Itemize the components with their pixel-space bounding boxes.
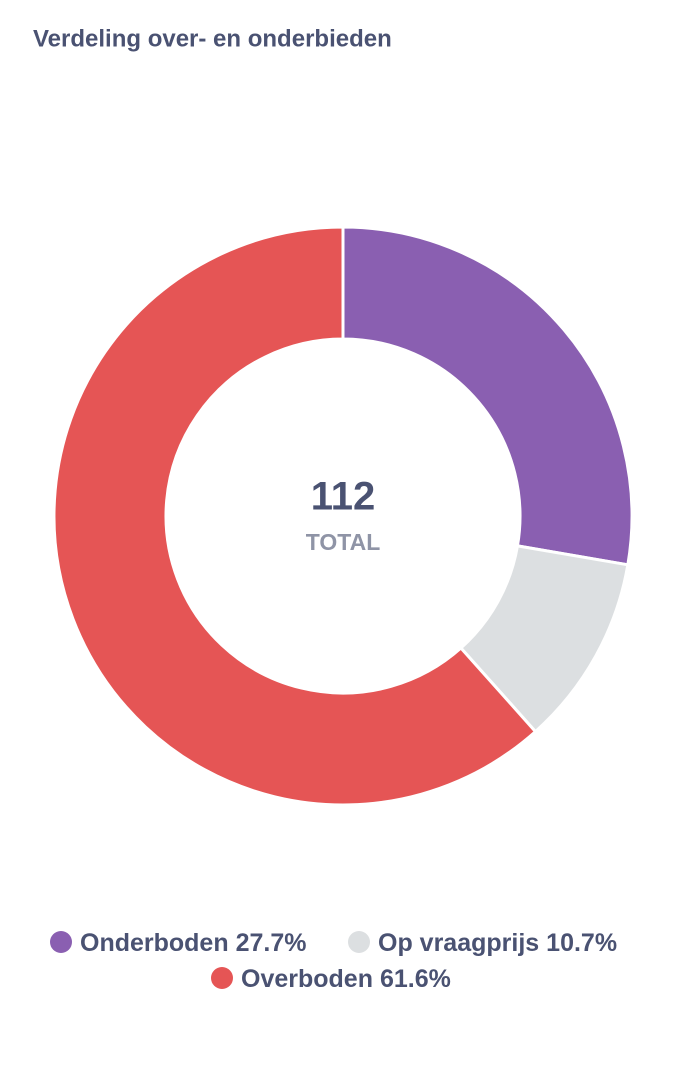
legend-value: 61.6%: [380, 965, 451, 993]
legend-name: Overboden: [241, 965, 373, 993]
legend-value: 27.7%: [236, 929, 307, 957]
donut: [52, 225, 634, 807]
legend: Onderboden 27.7% Op vraagprijs 10.7%Overbod…: [50, 929, 617, 993]
legend-marker: [211, 967, 233, 989]
donut-slice: [341, 225, 634, 567]
legend-name: Op vraagprijs: [378, 929, 539, 957]
legend-label: Onderboden 27.7%: [80, 929, 307, 957]
center-label: TOTAL: [306, 529, 381, 555]
donut-slice: [52, 225, 538, 807]
legend-value: 10.7%: [546, 929, 617, 957]
legend-label: Op vraagprijs 10.7%: [378, 929, 617, 957]
chart-title: Verdeling over- en onderbieden: [33, 25, 392, 52]
legend-marker: [348, 931, 370, 953]
center-total: 112: [311, 475, 376, 519]
legend-marker: [50, 931, 72, 953]
legend-label: Overboden 61.6%: [241, 965, 451, 993]
legend-name: Onderboden: [80, 929, 229, 957]
